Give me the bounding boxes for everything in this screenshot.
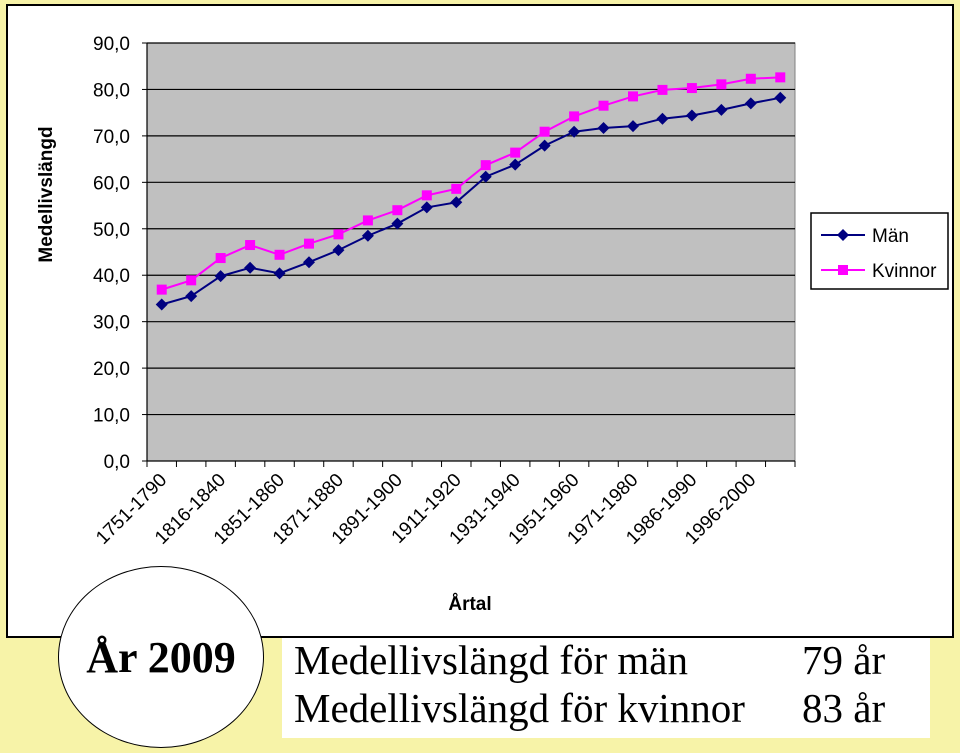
- men-info-value: 79 år: [802, 637, 886, 683]
- data-point-women: [598, 100, 609, 111]
- data-point-women: [775, 72, 786, 83]
- data-point-men: [361, 229, 374, 242]
- y-tick-label: 10,0: [93, 406, 130, 427]
- data-point-women: [421, 190, 432, 201]
- info-box: Medellivslängd för män 79 år Medellivslä…: [282, 638, 930, 738]
- data-point-women: [274, 249, 285, 260]
- data-point-women: [186, 275, 197, 286]
- series-line-men: [161, 96, 781, 306]
- data-point-men: [244, 261, 257, 274]
- x-axis-title: Årtal: [448, 594, 491, 615]
- legend-marker: [838, 265, 848, 275]
- y-tick-label: 80,0: [93, 80, 130, 101]
- y-tick-label: 30,0: [93, 313, 130, 334]
- y-tick-label: 0,0: [104, 452, 130, 473]
- data-point-women: [215, 253, 226, 264]
- data-point-women: [539, 126, 550, 137]
- y-tick-label: 90,0: [93, 34, 130, 55]
- women-info-value: 83 år: [802, 685, 886, 731]
- data-point-men: [185, 290, 198, 303]
- year-badge: År 2009: [58, 566, 264, 748]
- data-point-men: [420, 201, 433, 214]
- data-point-women: [333, 229, 344, 240]
- data-point-women: [480, 160, 491, 171]
- y-tick-label: 60,0: [93, 173, 130, 194]
- data-point-women: [245, 240, 256, 251]
- men-info-label: Medellivslängd för män: [294, 637, 688, 683]
- year-badge-text: År 2009: [86, 632, 236, 682]
- data-point-women: [745, 73, 756, 84]
- data-point-women: [304, 238, 314, 249]
- data-point-men: [685, 109, 698, 122]
- legend-box: [810, 212, 949, 290]
- data-point-women: [716, 79, 727, 90]
- data-point-men: [656, 112, 669, 125]
- data-point-men: [568, 125, 581, 138]
- data-point-men: [450, 196, 463, 209]
- data-point-men: [273, 267, 286, 280]
- data-point-men: [479, 170, 492, 183]
- data-point-men: [627, 120, 639, 133]
- data-point-men: [744, 97, 757, 110]
- data-point-men: [774, 91, 787, 104]
- y-tick-label: 50,0: [93, 220, 130, 241]
- data-point-women: [392, 205, 403, 216]
- data-point-women: [628, 91, 638, 102]
- data-point-women: [156, 284, 167, 295]
- data-point-women: [362, 215, 373, 226]
- series-line-women: [161, 76, 781, 291]
- data-point-women: [510, 147, 521, 158]
- data-point-women: [686, 83, 697, 94]
- data-point-men: [715, 103, 728, 116]
- data-point-men: [214, 270, 227, 283]
- y-tick-label: 70,0: [93, 127, 130, 148]
- y-tick-label: 40,0: [93, 266, 130, 287]
- data-point-men: [509, 158, 522, 171]
- women-info-label: Medellivslängd för kvinnor: [294, 685, 745, 731]
- data-point-women: [569, 111, 580, 122]
- plot-area: [146, 42, 796, 462]
- data-point-men: [303, 256, 315, 269]
- data-point-women: [451, 183, 462, 194]
- life-expectancy-chart: 0,010,020,030,040,050,060,070,080,090,01…: [36, 34, 949, 615]
- data-point-women: [657, 84, 668, 95]
- legend-marker: [837, 229, 849, 241]
- legend-label: Män: [872, 226, 909, 247]
- data-point-men: [538, 139, 551, 152]
- data-point-men: [391, 217, 404, 230]
- y-tick-label: 20,0: [93, 359, 130, 380]
- chart-frame: 0,0 10,0 20,0 30,0 40,0 50,0 60,0 70,0 80,0 90,0 1…: [6, 4, 954, 638]
- data-point-men: [597, 121, 610, 134]
- legend-label: Kvinnor: [872, 261, 937, 282]
- data-point-men: [155, 298, 168, 311]
- y-axis-title: Medellivslängd: [36, 126, 57, 262]
- data-point-men: [332, 244, 345, 257]
